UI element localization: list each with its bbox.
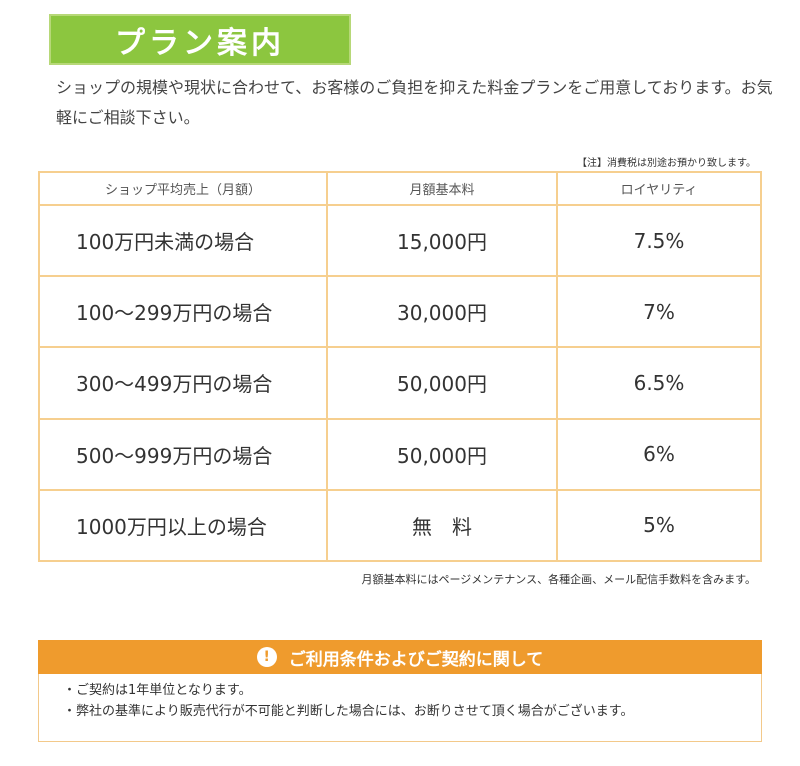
table-row: 500〜999万円の場合 50,000円 6%	[38, 417, 762, 491]
column-header-sales: ショップ平均売上（月額）	[38, 171, 328, 206]
column-header-fee: 月額基本料	[326, 171, 558, 206]
row-condition: 1000万円以上の場合	[38, 488, 328, 563]
intro-text: ショップの規模や現状に合わせて、お客様のご負担を抑えた料金プランをご用意しており…	[56, 78, 773, 127]
row-condition: 500〜999万円の場合	[38, 417, 328, 491]
row-royalty: 6.5%	[556, 346, 762, 420]
terms-item: ・ご契約は1年単位となります。	[63, 683, 252, 698]
terms-item: ・弊社の基準により販売代行が不可能と判断した場合には、お断りさせて頂く場合がござ…	[63, 704, 634, 719]
fee-note: 月額基本料にはページメンテナンス、各種企画、メール配信手数料を含みます。	[361, 573, 756, 586]
row-fee: 30,000円	[326, 275, 558, 349]
row-royalty: 7.5%	[556, 203, 762, 278]
terms-header: ! ご利用条件およびご契約に関して	[38, 640, 762, 674]
table-row: 300〜499万円の場合 50,000円 6.5%	[38, 346, 762, 420]
tax-note: 【注】消費税は別途お預かり致します。	[577, 158, 756, 169]
page-title: プラン案内	[115, 25, 285, 61]
table-row: 100万円未満の場合 15,000円 7.5%	[38, 203, 762, 278]
table-header-row: ショップ平均売上（月額） 月額基本料 ロイヤリティ	[38, 171, 762, 206]
column-header-royalty: ロイヤリティ	[556, 171, 762, 206]
row-condition: 100〜299万円の場合	[38, 275, 328, 349]
row-fee: 15,000円	[326, 203, 558, 278]
table-row: 100〜299万円の場合 30,000円 7%	[38, 275, 762, 349]
row-royalty: 5%	[556, 488, 762, 563]
terms-body: ・ご契約は1年単位となります。 ・弊社の基準により販売代行が不可能と判断した場合…	[38, 674, 762, 742]
row-condition: 300〜499万円の場合	[38, 346, 328, 420]
row-fee: 無 料	[326, 488, 558, 563]
page-title-badge: プラン案内	[49, 14, 351, 65]
table-row: 1000万円以上の場合 無 料 5%	[38, 488, 762, 563]
row-condition: 100万円未満の場合	[38, 203, 328, 278]
row-fee: 50,000円	[326, 346, 558, 420]
plan-table: ショップ平均売上（月額） 月額基本料 ロイヤリティ 100万円未満の場合 15,…	[38, 171, 762, 563]
exclamation-icon: !	[256, 647, 277, 667]
terms-title: ご利用条件およびご契約に関して	[288, 649, 544, 670]
row-royalty: 7%	[556, 275, 762, 349]
row-royalty: 6%	[556, 417, 762, 491]
row-fee: 50,000円	[326, 417, 558, 491]
